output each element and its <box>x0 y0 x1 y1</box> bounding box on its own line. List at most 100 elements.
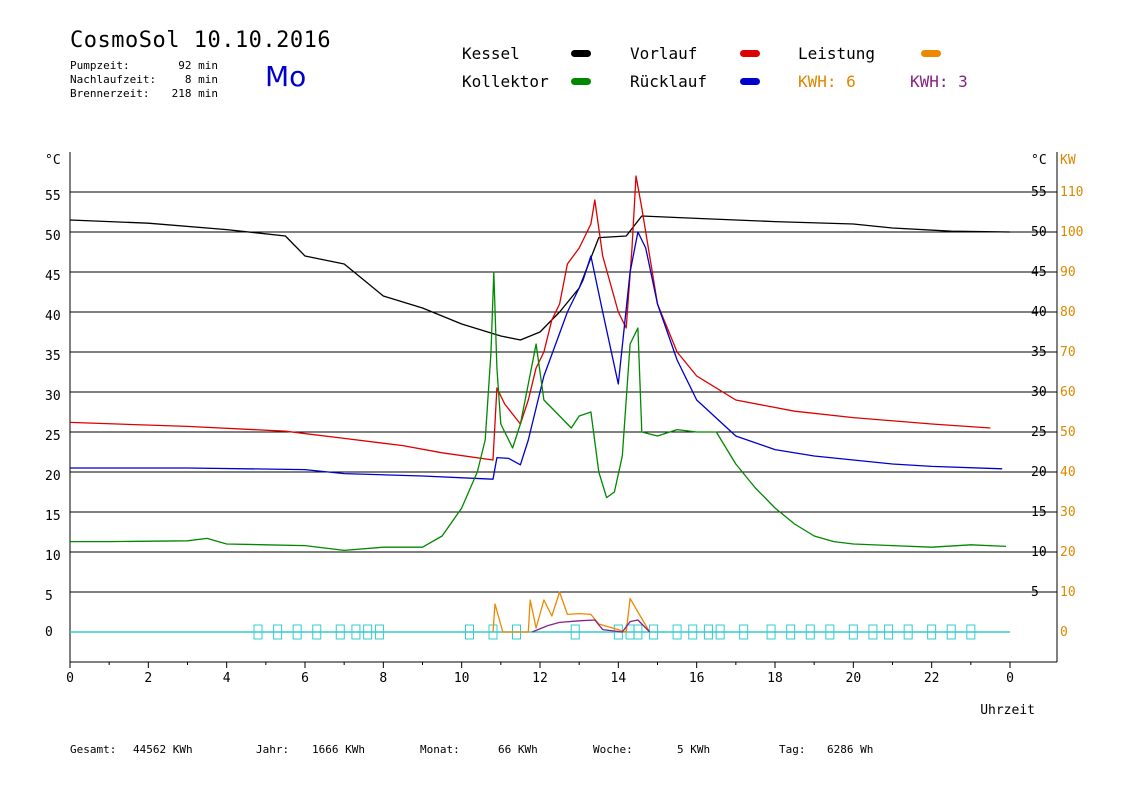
x-tick-label: 4 <box>223 671 231 686</box>
pump-marker <box>715 624 725 640</box>
y-tick-right-temp: 30 <box>1031 385 1047 400</box>
stat-nachlaufzeit-value: 8 min <box>184 73 218 86</box>
x-tick-label: 18 <box>767 671 783 686</box>
series-line-vorlauf <box>69 175 991 461</box>
legend-kessel-label: Kessel <box>462 44 520 63</box>
x-tick-label: 20 <box>846 671 862 686</box>
y-tick-right-temp: 15 <box>1031 505 1047 520</box>
x-tick-label: 2 <box>144 671 152 686</box>
weekday-label: Mo <box>265 60 307 93</box>
y-tick-left: 0 <box>45 625 53 640</box>
legend-kessel-swatch <box>571 50 591 57</box>
y-tick-right-temp: 25 <box>1031 425 1047 440</box>
footer-tag-value: 6286 Wh <box>827 743 874 756</box>
kwh-secondary-total: KWH: 3 <box>910 72 968 91</box>
x-axis-label: Uhrzeit <box>980 703 1035 718</box>
pump-marker <box>312 624 322 640</box>
y-tick-left: 50 <box>45 229 61 244</box>
footer-woche-label: Woche: <box>593 743 633 756</box>
footer-monat-label: Monat: <box>420 743 460 756</box>
kwh-leistung-total: KWH: 6 <box>798 72 856 91</box>
pump-marker <box>946 624 956 640</box>
y-tick-right-temp: 20 <box>1031 465 1047 480</box>
y-tick-left: 35 <box>45 349 61 364</box>
pump-marker <box>703 624 713 640</box>
pump-marker <box>805 624 815 640</box>
x-tick-label: 0 <box>66 671 74 686</box>
y-tick-right-temp: 10 <box>1031 545 1047 560</box>
stat-pumpzeit-value: 92 min <box>178 59 218 72</box>
y-tick-right-power: 70 <box>1060 345 1076 360</box>
series-line-kollektor <box>70 271 1007 552</box>
pump-marker <box>570 624 580 640</box>
y-tick-right-temp: 40 <box>1031 305 1047 320</box>
legend-vorlauf-label: Vorlauf <box>630 44 698 63</box>
x-tick-label: 16 <box>689 671 705 686</box>
footer-gesamt-value: 44562 KWh <box>133 743 193 756</box>
series-line-kessel <box>69 215 1011 341</box>
y-tick-right-power: 50 <box>1060 425 1076 440</box>
y-tick-left: 5 <box>45 589 53 604</box>
legend-kollektor-label: Kollektor <box>462 72 549 91</box>
legend-ruecklauf-swatch <box>740 78 760 85</box>
series-line-leistung <box>492 591 651 633</box>
legend-leistung-label: Leistung <box>798 44 876 63</box>
y-tick-right-power: 80 <box>1060 305 1076 320</box>
stat-nachlaufzeit-label: Nachlaufzeit: <box>70 73 157 86</box>
legend-vorlauf-swatch <box>740 50 760 57</box>
x-tick-label: 10 <box>454 671 470 686</box>
y-tick-right-power: 0 <box>1060 625 1068 640</box>
y-axis-unit-left: °C <box>45 153 61 168</box>
x-tick-label: 0 <box>1006 671 1014 686</box>
pump-marker <box>672 624 682 640</box>
pump-marker <box>335 624 345 640</box>
y-tick-left: 55 <box>45 189 61 204</box>
y-tick-left: 10 <box>45 549 61 564</box>
footer-gesamt-label: Gesamt: <box>70 743 117 756</box>
y-tick-right-power: 110 <box>1060 185 1083 200</box>
y-tick-left: 30 <box>45 389 61 404</box>
pump-marker <box>465 624 474 640</box>
y-tick-left: 20 <box>45 469 61 484</box>
y-tick-left: 40 <box>45 309 61 324</box>
pump-marker <box>273 624 283 640</box>
pump-marker <box>374 624 384 640</box>
y-tick-left: 25 <box>45 429 61 444</box>
page-title: CosmoSol 10.10.2016 <box>70 28 332 53</box>
footer-jahr-value: 1666 KWh <box>312 743 365 756</box>
y-tick-right-power: 90 <box>1060 265 1076 280</box>
y-tick-right-power: 10 <box>1060 585 1076 600</box>
footer-woche-value: 5 KWh <box>677 743 711 756</box>
legend-ruecklauf-label: Rücklauf <box>630 72 708 91</box>
pump-marker <box>884 624 894 640</box>
x-tick-label: 6 <box>301 671 309 686</box>
pump-marker <box>825 624 835 640</box>
pump-marker <box>848 624 858 640</box>
y-tick-right-temp: 5 <box>1031 585 1039 600</box>
y-tick-right-power: 30 <box>1060 505 1076 520</box>
y-tick-right-temp: 50 <box>1031 225 1047 240</box>
y-tick-left: 15 <box>45 509 61 524</box>
pump-marker <box>927 624 937 640</box>
y-tick-right-temp: 55 <box>1031 185 1047 200</box>
pump-marker <box>966 624 976 640</box>
footer-jahr-label: Jahr: <box>256 743 290 756</box>
series-line-kwh-3 <box>531 619 651 633</box>
y-axis-unit-right: °C <box>1031 153 1047 168</box>
stat-brennerzeit-value: 218 min <box>171 87 218 100</box>
x-tick-label: 8 <box>379 671 387 686</box>
pump-marker <box>253 624 263 640</box>
legend-leistung-swatch <box>921 50 941 57</box>
x-tick-label: 14 <box>611 671 627 686</box>
y-tick-right-temp: 35 <box>1031 345 1047 360</box>
y-tick-right-power: 20 <box>1060 545 1076 560</box>
footer-tag-label: Tag: <box>779 743 806 756</box>
y-axis-unit-power: KW <box>1060 153 1076 168</box>
y-tick-right-power: 40 <box>1060 465 1076 480</box>
y-tick-right-power: 100 <box>1060 225 1083 240</box>
pump-marker <box>903 624 913 640</box>
stat-brennerzeit-label: Brennerzeit: <box>70 87 150 100</box>
stat-pumpzeit-label: Pumpzeit: <box>70 59 130 72</box>
pump-marker <box>363 624 373 640</box>
